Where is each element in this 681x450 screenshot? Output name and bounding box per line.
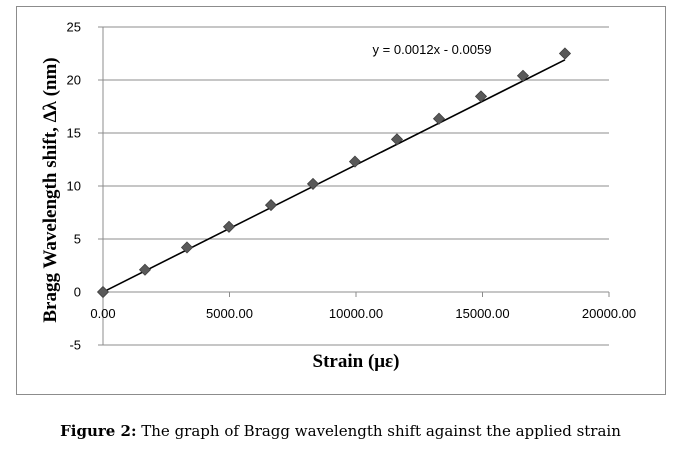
trendline-layer: y = 0.0012x - 0.0059 xyxy=(102,42,566,293)
y-axis-label: Bragg Wavelength shift, Δλ (nm) xyxy=(40,57,61,322)
data-point xyxy=(474,90,488,103)
chart-svg: -5 0 5 10 15 20 25 0.00 5000.00 10000.00 15000.00 2… xyxy=(40,20,637,373)
y-tick-label: 25 xyxy=(67,20,81,35)
data-point xyxy=(96,285,110,299)
data-point xyxy=(180,241,194,254)
chart-frame xyxy=(16,6,666,395)
data-point xyxy=(138,263,152,276)
y-tick-label: 5 xyxy=(74,232,81,247)
y-tick-label: 15 xyxy=(67,126,81,141)
y-tick-label: -5 xyxy=(69,338,81,353)
data-point xyxy=(390,133,404,146)
caption-text: The graph of Bragg wavelength shift agai… xyxy=(136,422,621,440)
x-tick-label: 0.00 xyxy=(90,306,115,321)
data-points xyxy=(96,47,572,299)
data-point xyxy=(516,69,530,82)
x-axis-label: Strain (με) xyxy=(313,351,400,372)
data-point xyxy=(558,47,572,60)
trendline-equation: y = 0.0012x - 0.0059 xyxy=(373,42,492,57)
y-tick-label: 20 xyxy=(67,73,81,88)
trendline xyxy=(102,59,566,293)
y-tick-label: 0 xyxy=(74,285,81,300)
tick-labels: -5 0 5 10 15 20 25 0.00 5000.00 10000.00 15000.00 2… xyxy=(67,20,637,353)
gridlines xyxy=(103,26,609,346)
data-point xyxy=(348,155,362,168)
caption-label: Figure 2: xyxy=(60,422,137,440)
data-point xyxy=(432,112,446,125)
data-point xyxy=(306,177,320,190)
data-point xyxy=(264,199,278,212)
x-tick-label: 20000.00 xyxy=(582,306,636,321)
axis-labels: Strain (με) Bragg Wavelength shift, Δλ (n… xyxy=(40,57,399,372)
data-point xyxy=(222,220,236,233)
y-tick-label: 10 xyxy=(67,179,81,194)
figure-caption: Figure 2: The graph of Bragg wavelength … xyxy=(0,422,681,440)
x-tick-label: 15000.00 xyxy=(455,306,509,321)
x-tick-label: 5000.00 xyxy=(206,306,253,321)
x-tick-label: 10000.00 xyxy=(329,306,383,321)
